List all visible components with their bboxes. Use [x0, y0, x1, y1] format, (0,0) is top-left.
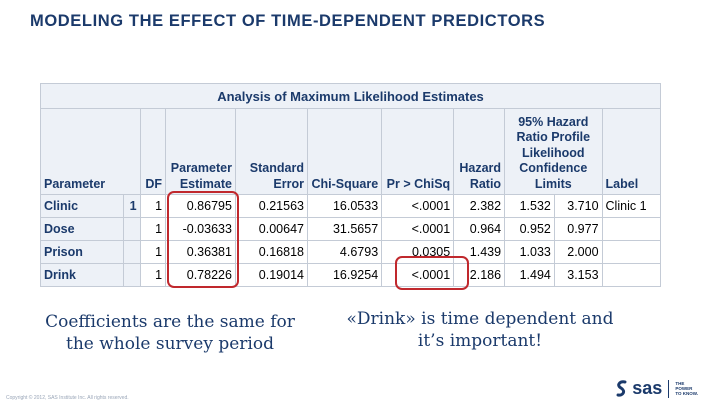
cell-label — [601, 263, 662, 287]
cell-p: <.0001 — [381, 263, 455, 287]
cell-label — [601, 240, 662, 264]
cell-hr: 0.964 — [453, 217, 506, 241]
header-stderr: Standard Error — [234, 108, 308, 195]
cell-level: 1 — [122, 194, 141, 218]
header-hr: Hazard Ratio — [453, 108, 506, 195]
table-row: Drink 1 0.78226 0.19014 16.9254 <.0001 2… — [40, 263, 662, 287]
cell-df: 1 — [139, 240, 167, 264]
cell-df: 1 — [139, 217, 167, 241]
cell-parameter: Prison — [40, 240, 124, 264]
cell-df: 1 — [139, 194, 167, 218]
cell-level — [122, 217, 141, 241]
header-p: Pr > ChiSq — [381, 108, 455, 195]
header-ci: 95% Hazard Ratio Profile Likelihood Conf… — [504, 108, 603, 195]
table-row: Clinic 1 1 0.86795 0.21563 16.0533 <.000… — [40, 194, 662, 218]
slide-title: MODELING THE EFFECT OF TIME-DEPENDENT PR… — [30, 12, 546, 30]
header-parameter: Parameter — [40, 108, 141, 195]
cell-estimate: 0.86795 — [165, 194, 236, 218]
cell-hr: 1.439 — [453, 240, 506, 264]
tagline-line-1: THE — [675, 381, 685, 386]
header-label: Label — [601, 108, 662, 195]
cell-stderr: 0.00647 — [234, 217, 308, 241]
cell-p: <.0001 — [381, 217, 455, 241]
cell-ci-high: 3.710 — [553, 194, 603, 218]
cell-ci-low: 1.532 — [504, 194, 555, 218]
cell-stderr: 0.16818 — [234, 240, 308, 264]
cell-p: <.0001 — [381, 194, 455, 218]
cell-chisq: 16.9254 — [306, 263, 383, 287]
cell-ci-high: 0.977 — [553, 217, 603, 241]
header-chisq: Chi-Square — [306, 108, 383, 195]
sas-swirl-icon — [616, 379, 627, 397]
logo-divider — [668, 379, 670, 398]
cell-df: 1 — [139, 263, 167, 287]
table-caption: Analysis of Maximum Likelihood Estimates — [40, 83, 661, 109]
cell-hr: 2.382 — [453, 194, 506, 218]
copyright-notice: Copyright © 2012, SAS Institute Inc. All… — [6, 395, 129, 401]
cell-parameter: Dose — [40, 217, 124, 241]
cell-ci-low: 1.494 — [504, 263, 555, 287]
header-df: DF — [139, 108, 167, 195]
left-note: Coefficients are the same for the whole … — [45, 312, 295, 354]
cell-level — [122, 263, 141, 287]
table-row: Prison 1 0.36381 0.16818 4.6793 0.0305 1… — [40, 240, 662, 264]
drink-pvalue-highlight — [395, 256, 469, 290]
cell-level — [122, 240, 141, 264]
header-estimate: Parameter Estimate — [165, 108, 236, 195]
estimate-column-highlight — [167, 191, 239, 288]
table-row: Dose 1 -0.03633 0.00647 31.5657 <.0001 0… — [40, 217, 662, 241]
tagline-line-3: TO KNOW. — [675, 391, 698, 396]
cell-label: Clinic 1 — [601, 194, 662, 218]
cell-chisq: 16.0533 — [306, 194, 383, 218]
tagline-line-2: POWER — [675, 386, 693, 391]
cell-hr: 2.186 — [453, 263, 506, 287]
cell-ci-low: 1.033 — [504, 240, 555, 264]
cell-parameter: Clinic — [40, 194, 124, 218]
cell-ci-high: 3.153 — [553, 263, 603, 287]
sas-tagline: THE POWER TO KNOW. — [675, 381, 698, 396]
sas-logo: sas THE POWER TO KNOW. — [614, 378, 698, 399]
cell-chisq: 4.6793 — [306, 240, 383, 264]
max-likelihood-table: Analysis of Maximum Likelihood Estimates… — [40, 83, 662, 287]
cell-label — [601, 217, 662, 241]
cell-chisq: 31.5657 — [306, 217, 383, 241]
cell-stderr: 0.19014 — [234, 263, 308, 287]
sas-brand-text: sas — [632, 378, 663, 398]
right-note: «Drink» is time dependent and it’s impor… — [346, 309, 614, 351]
cell-ci-high: 2.000 — [553, 240, 603, 264]
cell-stderr: 0.21563 — [234, 194, 308, 218]
cell-ci-low: 0.952 — [504, 217, 555, 241]
cell-parameter: Drink — [40, 263, 124, 287]
